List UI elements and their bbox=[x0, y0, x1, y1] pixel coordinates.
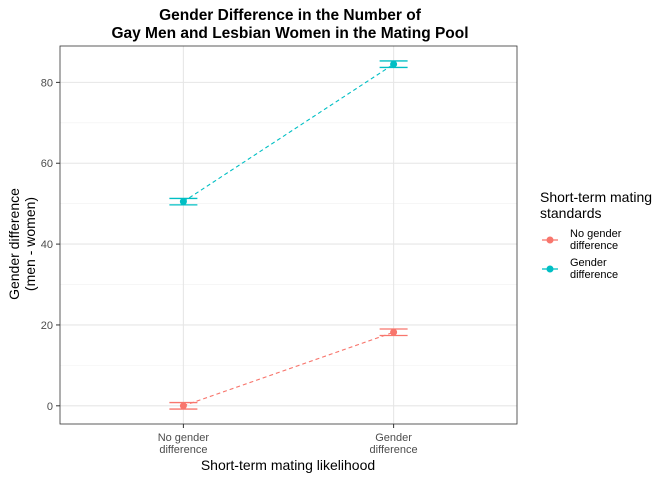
x-tick-label-line: difference bbox=[159, 444, 207, 456]
legend-label-line: difference bbox=[570, 240, 618, 252]
y-tick-label: 20 bbox=[41, 320, 53, 332]
x-tick-label-line: Gender bbox=[375, 432, 412, 444]
data-point bbox=[390, 328, 398, 336]
legend-label-line: No gender bbox=[570, 228, 622, 240]
series-line bbox=[183, 331, 394, 407]
y-tick-label: 40 bbox=[41, 239, 53, 251]
y-tick-label: 0 bbox=[47, 401, 53, 413]
chart-title-line-2: Gay Men and Lesbian Women in the Mating … bbox=[111, 25, 468, 42]
y-axis-title-line-1: Gender difference bbox=[6, 188, 22, 300]
series-line bbox=[183, 63, 394, 203]
legend-label-line: Gender bbox=[570, 257, 607, 269]
legend-label: No gender difference bbox=[570, 228, 622, 252]
panel-border bbox=[59, 45, 518, 425]
y-axis-ticks: 0 20 40 60 80 bbox=[41, 77, 60, 413]
data-point bbox=[179, 402, 187, 410]
chart-title-line-1: Gender Difference in the Number of bbox=[159, 7, 422, 24]
legend-key-point bbox=[546, 265, 554, 273]
x-tick-label: No gender difference bbox=[158, 432, 210, 456]
y-tick-label: 60 bbox=[41, 158, 53, 170]
gridlines bbox=[60, 46, 517, 424]
x-tick-label-line: No gender bbox=[158, 432, 210, 444]
legend-label: Gender difference bbox=[570, 257, 618, 281]
data-point bbox=[390, 60, 398, 68]
legend-title-line-1: Short-term mating bbox=[540, 189, 652, 205]
x-tick-label: Gender difference bbox=[370, 432, 418, 456]
series-layer bbox=[169, 60, 408, 410]
legend-key-point bbox=[546, 236, 554, 244]
legend-title-line-2: standards bbox=[540, 205, 601, 221]
x-tick-label-line: difference bbox=[370, 444, 418, 456]
y-tick-label: 80 bbox=[41, 77, 53, 89]
y-axis-title-line-2: (men - women) bbox=[22, 197, 38, 291]
legend: Short-term mating standards No gender dif… bbox=[540, 189, 652, 281]
x-axis-title: Short-term mating likelihood bbox=[201, 457, 375, 473]
legend-label-line: difference bbox=[570, 269, 618, 281]
chart-title: Gender Difference in the Number of Gay M… bbox=[111, 7, 468, 42]
y-axis-title: Gender difference (men - women) bbox=[6, 188, 38, 300]
data-point bbox=[179, 198, 187, 206]
